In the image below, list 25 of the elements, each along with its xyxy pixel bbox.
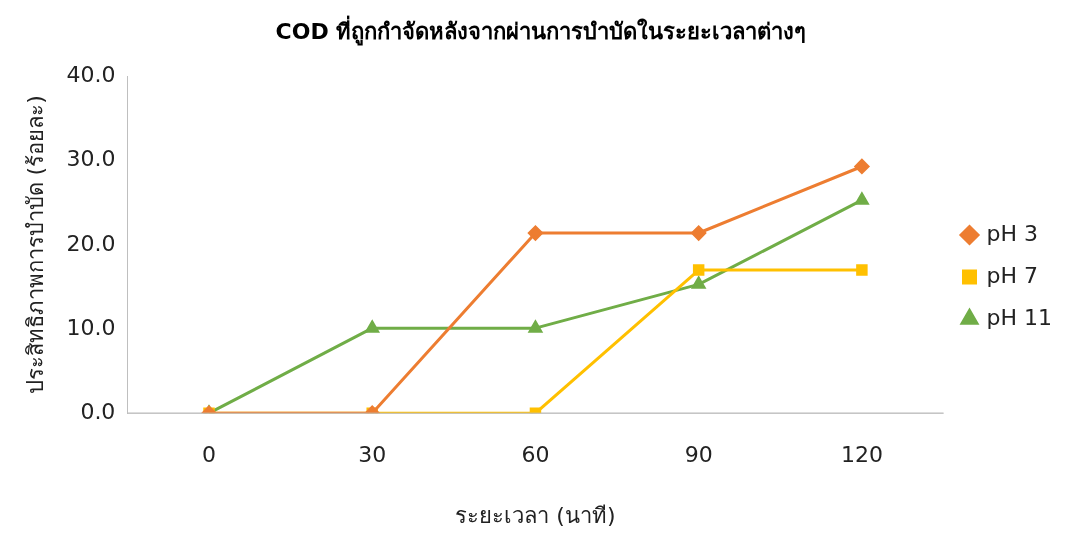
x-tick-label: 0 xyxy=(202,442,216,468)
point xyxy=(855,192,869,205)
point xyxy=(527,225,543,241)
x-tick-label: 90 xyxy=(684,442,713,468)
x-tick-label: 60 xyxy=(521,442,550,468)
x-tick-label: 120 xyxy=(840,442,883,468)
x-axis-title: ระยะเวลา (นาที) xyxy=(455,502,616,528)
point xyxy=(692,264,705,276)
point xyxy=(691,276,706,289)
legend-label: pH 7 xyxy=(986,262,1038,288)
point xyxy=(365,320,379,333)
y-tick-label: 30.0 xyxy=(66,146,116,172)
point xyxy=(691,225,707,241)
x-tick-label: 30 xyxy=(358,442,387,468)
y-axis-title: ประสิทธิภาพการบำบัด (ร้อยละ) xyxy=(22,95,48,395)
point xyxy=(856,264,868,276)
point xyxy=(528,320,543,333)
y-tick-label: 0.0 xyxy=(80,398,116,424)
point xyxy=(854,158,870,174)
y-tick-label: 40.0 xyxy=(66,62,116,88)
chart-title: COD ที่ถูกกำจัดหลังจากผ่านการบำบัดในระยะเวลาต่างๆ xyxy=(275,14,807,46)
y-tick-label: 20.0 xyxy=(66,230,116,256)
legend-label: pH 11 xyxy=(986,304,1052,330)
legend-label: pH 3 xyxy=(986,220,1038,246)
y-tick-label: 10.0 xyxy=(66,314,116,340)
